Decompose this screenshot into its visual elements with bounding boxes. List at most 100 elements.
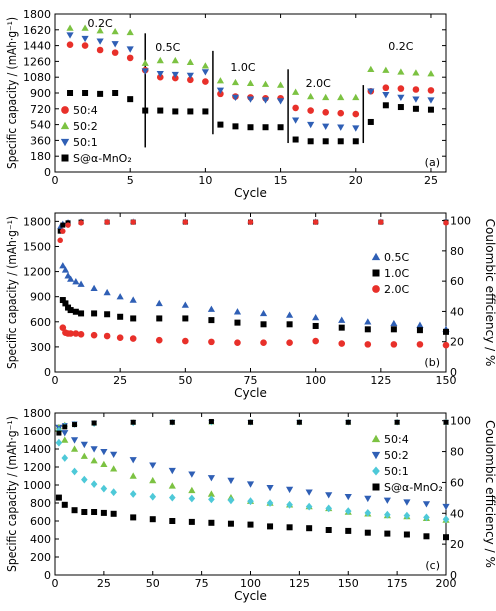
data-point-50-2 (186, 58, 194, 65)
data-point-1-0c (182, 315, 189, 322)
y2-tick-label: 100 (450, 215, 471, 228)
data-point-50-1 (208, 495, 215, 504)
legend-marker (61, 106, 69, 114)
x-tick-label: 150 (436, 374, 457, 387)
data-point-50-4 (307, 107, 314, 114)
data-point-2-0c (90, 331, 98, 339)
data-point-1-0c (117, 313, 124, 320)
data-point-50-2 (66, 24, 74, 31)
data-point-50-1 (126, 46, 134, 53)
data-point-0-5c (116, 293, 124, 300)
y2-axis-title: Coulombic efficiency / % (483, 420, 496, 568)
data-point-s-mno (277, 124, 284, 131)
data-point-2-0c (116, 334, 124, 341)
legend-marker (61, 154, 69, 162)
data-point-s-mno (91, 509, 98, 515)
y2-axis-title: Coulombic efficiency / % (483, 219, 496, 367)
data-point-2-0c-ce (312, 219, 319, 225)
data-point-50-2 (149, 462, 157, 469)
data-point-s-mno-ce (56, 430, 62, 436)
legend-entry: 50:2 (384, 449, 409, 462)
panel-label: (c) (425, 559, 440, 572)
data-point-2-0c-ce (130, 219, 136, 225)
data-point-s-mno (292, 136, 299, 143)
x-tick-label: 200 (436, 577, 457, 590)
data-point-2-0c-ce (78, 220, 84, 226)
y-tick-label: 900 (30, 87, 51, 100)
data-point-50-1 (305, 502, 313, 511)
data-point-50-1 (186, 72, 194, 80)
legend-marker (372, 483, 380, 491)
data-point-0-5c (129, 296, 137, 303)
data-point-50-2 (246, 79, 255, 87)
data-point-0-5c (103, 288, 111, 296)
x-tick-label: 50 (178, 374, 192, 387)
data-point-50-1 (337, 124, 345, 131)
y-tick-label: 360 (30, 134, 51, 147)
data-point-s-mno (142, 107, 149, 114)
data-point-50-1 (442, 515, 450, 524)
y-tick-label: 0 (44, 166, 51, 179)
data-point-50-1 (367, 88, 375, 95)
legend-entry: S@α-MnO₂ (73, 152, 132, 165)
data-point-50-2 (96, 27, 104, 34)
y-tick-label: 540 (30, 119, 51, 132)
data-point-s-mno (427, 106, 434, 113)
y2-tick-label: 100 (450, 415, 471, 428)
data-point-1-0c (390, 326, 397, 333)
data-point-0-5c (181, 301, 189, 308)
data-point-50-1 (412, 96, 420, 103)
data-point-50-4 (90, 457, 98, 464)
data-point-1-0c (130, 315, 137, 322)
data-point-0-5c (233, 308, 242, 315)
x-tick-label: 125 (289, 577, 310, 590)
data-point-1-0c (156, 315, 163, 322)
data-point-50-2 (129, 457, 137, 464)
data-point-50-4 (187, 76, 194, 84)
data-point-50-4 (322, 109, 329, 116)
data-point-s-mno (100, 509, 107, 516)
y-axis-title: Specific capacity / (mAh·g⁻¹) (5, 216, 19, 369)
data-point-50-1 (110, 488, 117, 497)
data-point-1-0c (338, 324, 345, 331)
legend-marker (371, 252, 381, 261)
data-point-50-1 (129, 490, 137, 498)
legend-entry: 50:4 (73, 104, 98, 117)
data-point-s-mno (110, 510, 117, 517)
legend-entry: 50:1 (73, 136, 98, 149)
data-point-50-1 (325, 504, 332, 513)
data-point-0-5c (390, 319, 398, 327)
legend-entry: 2.0C (384, 283, 409, 296)
data-point-50-1 (427, 97, 435, 104)
data-point-50-2 (90, 446, 98, 453)
data-point-50-1 (344, 507, 352, 515)
data-point-50-2 (266, 485, 274, 492)
y-tick-label: 1800 (23, 8, 51, 21)
x-tick-label: 0 (52, 577, 59, 590)
data-point-50-4 (70, 445, 79, 452)
data-point-s-mno (187, 108, 194, 115)
data-point-50-4 (100, 460, 108, 467)
data-point-50-2 (307, 92, 315, 100)
data-point-50-1 (61, 454, 69, 462)
data-point-2-0c-ce (182, 219, 189, 225)
data-point-50-1 (352, 125, 360, 132)
data-point-50-4 (96, 46, 104, 54)
data-point-50-4 (207, 490, 215, 497)
y-tick-label: 1500 (23, 240, 51, 253)
y-axis-title: Specific capacity / (mAh·g⁻¹) (5, 416, 19, 572)
data-point-1-0c-ce (60, 222, 66, 228)
data-point-50-4 (412, 86, 420, 93)
data-point-1-0c (78, 310, 85, 317)
data-point-2-0c-ce (104, 219, 110, 225)
data-point-2-0c-ce (247, 219, 254, 225)
data-point-50-2 (352, 93, 360, 101)
x-tick-label: 20 (349, 174, 363, 187)
data-point-s-mno-ce (248, 419, 253, 425)
data-point-s-mno (227, 520, 234, 527)
x-tick-label: 100 (240, 577, 261, 590)
chart-panel-3: 0 25 50 75 100 125 150 175 200020040060080010001… (5, 407, 496, 603)
y-tick-label: 1200 (23, 266, 51, 279)
y-axis-title: Specific capacity / (mAh·g⁻¹) (5, 17, 19, 169)
data-point-50-2 (126, 28, 134, 36)
